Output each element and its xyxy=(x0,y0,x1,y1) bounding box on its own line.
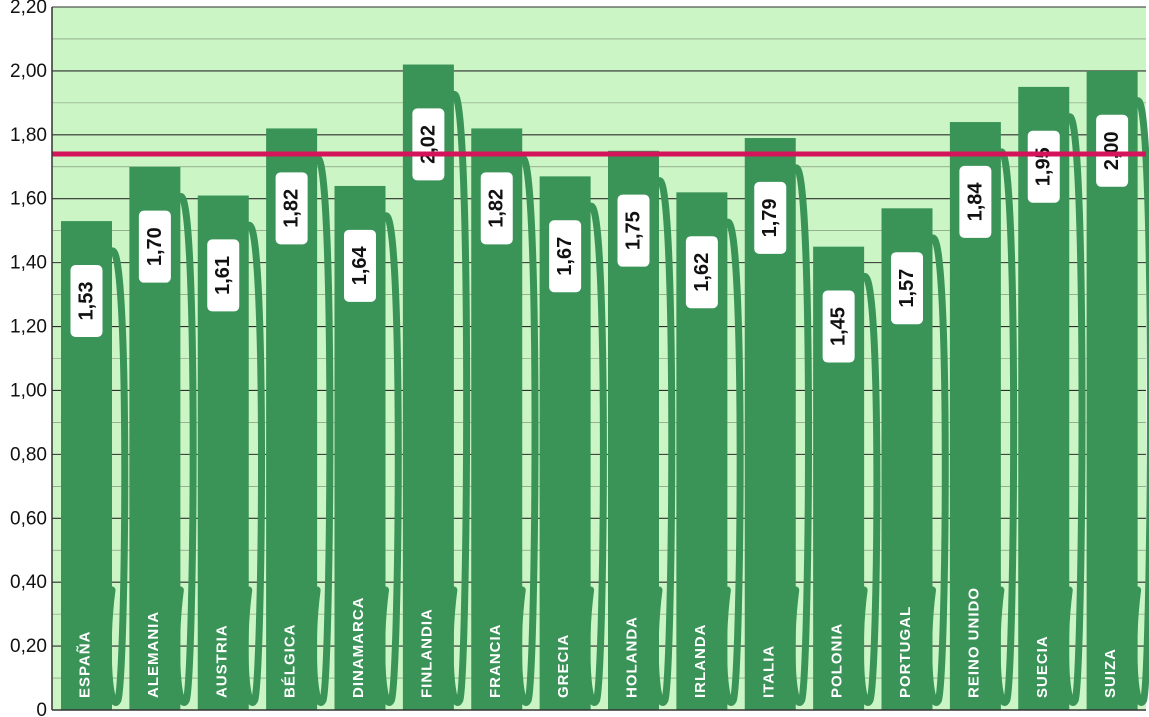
value-label: 1,61 xyxy=(212,256,234,295)
bar-ribbon-decoration xyxy=(993,148,1018,706)
value-label: 1,84 xyxy=(964,182,986,222)
bars: 1,53 ESPAÑA 1,70 ALEMANIA 1,61 AUSTRIA 1,82 BÉL… xyxy=(61,64,1149,711)
bar-ribbon-decoration xyxy=(583,202,607,706)
value-label-box xyxy=(344,229,376,302)
category-label: REINO UNIDO xyxy=(965,587,982,698)
category-label: POLONIA xyxy=(829,623,846,698)
bar-ribbon-decoration xyxy=(104,247,129,706)
bar-group: 1,61 AUSTRIA xyxy=(197,195,266,711)
bar-ribbon-decoration xyxy=(309,154,334,706)
category-label: DINAMARCA xyxy=(350,597,367,699)
category-label: GRECIA xyxy=(555,634,572,698)
y-tick-label: 2,20 xyxy=(10,0,47,18)
value-label: 2,00 xyxy=(1101,131,1123,170)
bar-group: 2,00 SUIZA xyxy=(1086,70,1149,711)
bar-ribbon-decoration xyxy=(1130,97,1149,706)
value-label: 1,45 xyxy=(828,307,850,346)
value-label-box xyxy=(959,165,992,238)
category-label: FINLANDIA xyxy=(418,608,435,698)
value-label: 1,64 xyxy=(349,245,371,285)
value-label-box xyxy=(617,194,650,267)
category-label: SUIZA xyxy=(1102,648,1119,698)
value-label-box xyxy=(1027,130,1060,203)
bar-ribbon-decoration xyxy=(720,218,744,706)
bar-group: 2,02 FINLANDIA xyxy=(402,64,471,710)
bar-ribbon-decoration xyxy=(651,177,676,706)
y-tick-label: 1,00 xyxy=(10,380,47,401)
value-label: 1,62 xyxy=(691,253,713,292)
category-label: HOLANDA xyxy=(624,616,641,698)
value-label: 1,67 xyxy=(554,237,576,276)
y-axis-ticks: 0 0,20 0,40 0,60 0,80 1,00 1,20 1,40 1,60 1,80 2,0… xyxy=(10,0,47,717)
bar-ribbon-decoration xyxy=(856,273,881,706)
bar-group: 1,95 SUECIA xyxy=(1018,86,1086,711)
bar-group: 1,57 PORTUGAL xyxy=(881,208,949,710)
bar-ribbon-decoration xyxy=(1061,113,1086,706)
value-label-box xyxy=(275,172,308,245)
bar-ribbon-decoration xyxy=(173,193,197,706)
value-label-box xyxy=(685,236,718,309)
value-label-box xyxy=(138,210,171,283)
value-label: 1,95 xyxy=(1033,147,1055,186)
value-label: 1,82 xyxy=(486,189,508,228)
bar-ribbon-decoration xyxy=(378,212,402,706)
value-label: 1,53 xyxy=(76,282,98,321)
category-label: PORTUGAL xyxy=(897,606,914,698)
category-label: FRANCIA xyxy=(487,624,504,699)
bar-group: 1,70 ALEMANIA xyxy=(129,166,197,711)
bar-ribbon-decoration xyxy=(788,164,812,706)
bar-ribbon-decoration xyxy=(514,154,539,706)
bar-group: 1,79 ITALIA xyxy=(744,138,812,710)
bar-group: 1,62 IRLANDA xyxy=(676,192,744,710)
bar-group: 1,67 GRECIA xyxy=(539,176,607,711)
value-label: 1,70 xyxy=(144,227,166,266)
value-label: 1,75 xyxy=(623,211,645,250)
value-label-box xyxy=(822,290,855,363)
value-label-box xyxy=(754,181,787,254)
y-tick-label: 0,80 xyxy=(10,444,47,465)
bar-ribbon-decoration xyxy=(925,234,949,706)
category-label: ITALIA xyxy=(760,645,777,698)
y-tick-label: 0,20 xyxy=(10,636,47,657)
value-label-box xyxy=(70,264,103,337)
value-label-box xyxy=(549,220,582,293)
y-tick-label: 1,80 xyxy=(10,125,47,146)
bar-group: 1,82 FRANCIA xyxy=(471,128,539,711)
category-label: ESPAÑA xyxy=(76,631,94,698)
value-label-box xyxy=(207,239,240,312)
y-tick-label: 1,40 xyxy=(10,253,47,274)
bar-group: 1,84 REINO UNIDO xyxy=(949,122,1018,710)
value-label: 1,57 xyxy=(896,269,918,308)
category-label: IRLANDA xyxy=(692,624,709,699)
bar-group: 1,64 DINAMARCA xyxy=(334,185,402,711)
bar-ribbon-decoration xyxy=(446,90,471,706)
y-tick-label: 2,00 xyxy=(10,61,47,82)
value-label-box xyxy=(891,252,923,325)
value-label: 1,79 xyxy=(759,198,781,237)
y-tick-label: 1,60 xyxy=(10,189,47,210)
value-label-box xyxy=(412,108,445,181)
y-tick-label: 0,60 xyxy=(10,508,47,529)
category-label: BÉLGICA xyxy=(282,624,299,699)
value-label: 2,02 xyxy=(417,125,439,164)
value-label: 1,82 xyxy=(281,189,303,228)
bar-ribbon-decoration xyxy=(241,222,266,706)
bar-group: 1,75 HOLANDA xyxy=(608,150,676,710)
category-label: ALEMANIA xyxy=(145,611,162,698)
y-tick-label: 0 xyxy=(36,700,47,717)
y-tick-label: 1,20 xyxy=(10,317,47,338)
bar-group: 1,82 BÉLGICA xyxy=(266,128,334,711)
value-label-box xyxy=(1096,114,1129,187)
bar-group: 1,53 ESPAÑA xyxy=(61,221,129,710)
value-label-box xyxy=(480,172,513,245)
y-tick-label: 0,40 xyxy=(10,572,47,593)
category-label: SUECIA xyxy=(1034,635,1051,698)
category-label: AUSTRIA xyxy=(213,624,230,698)
bar-group: 1,45 POLONIA xyxy=(813,246,881,710)
